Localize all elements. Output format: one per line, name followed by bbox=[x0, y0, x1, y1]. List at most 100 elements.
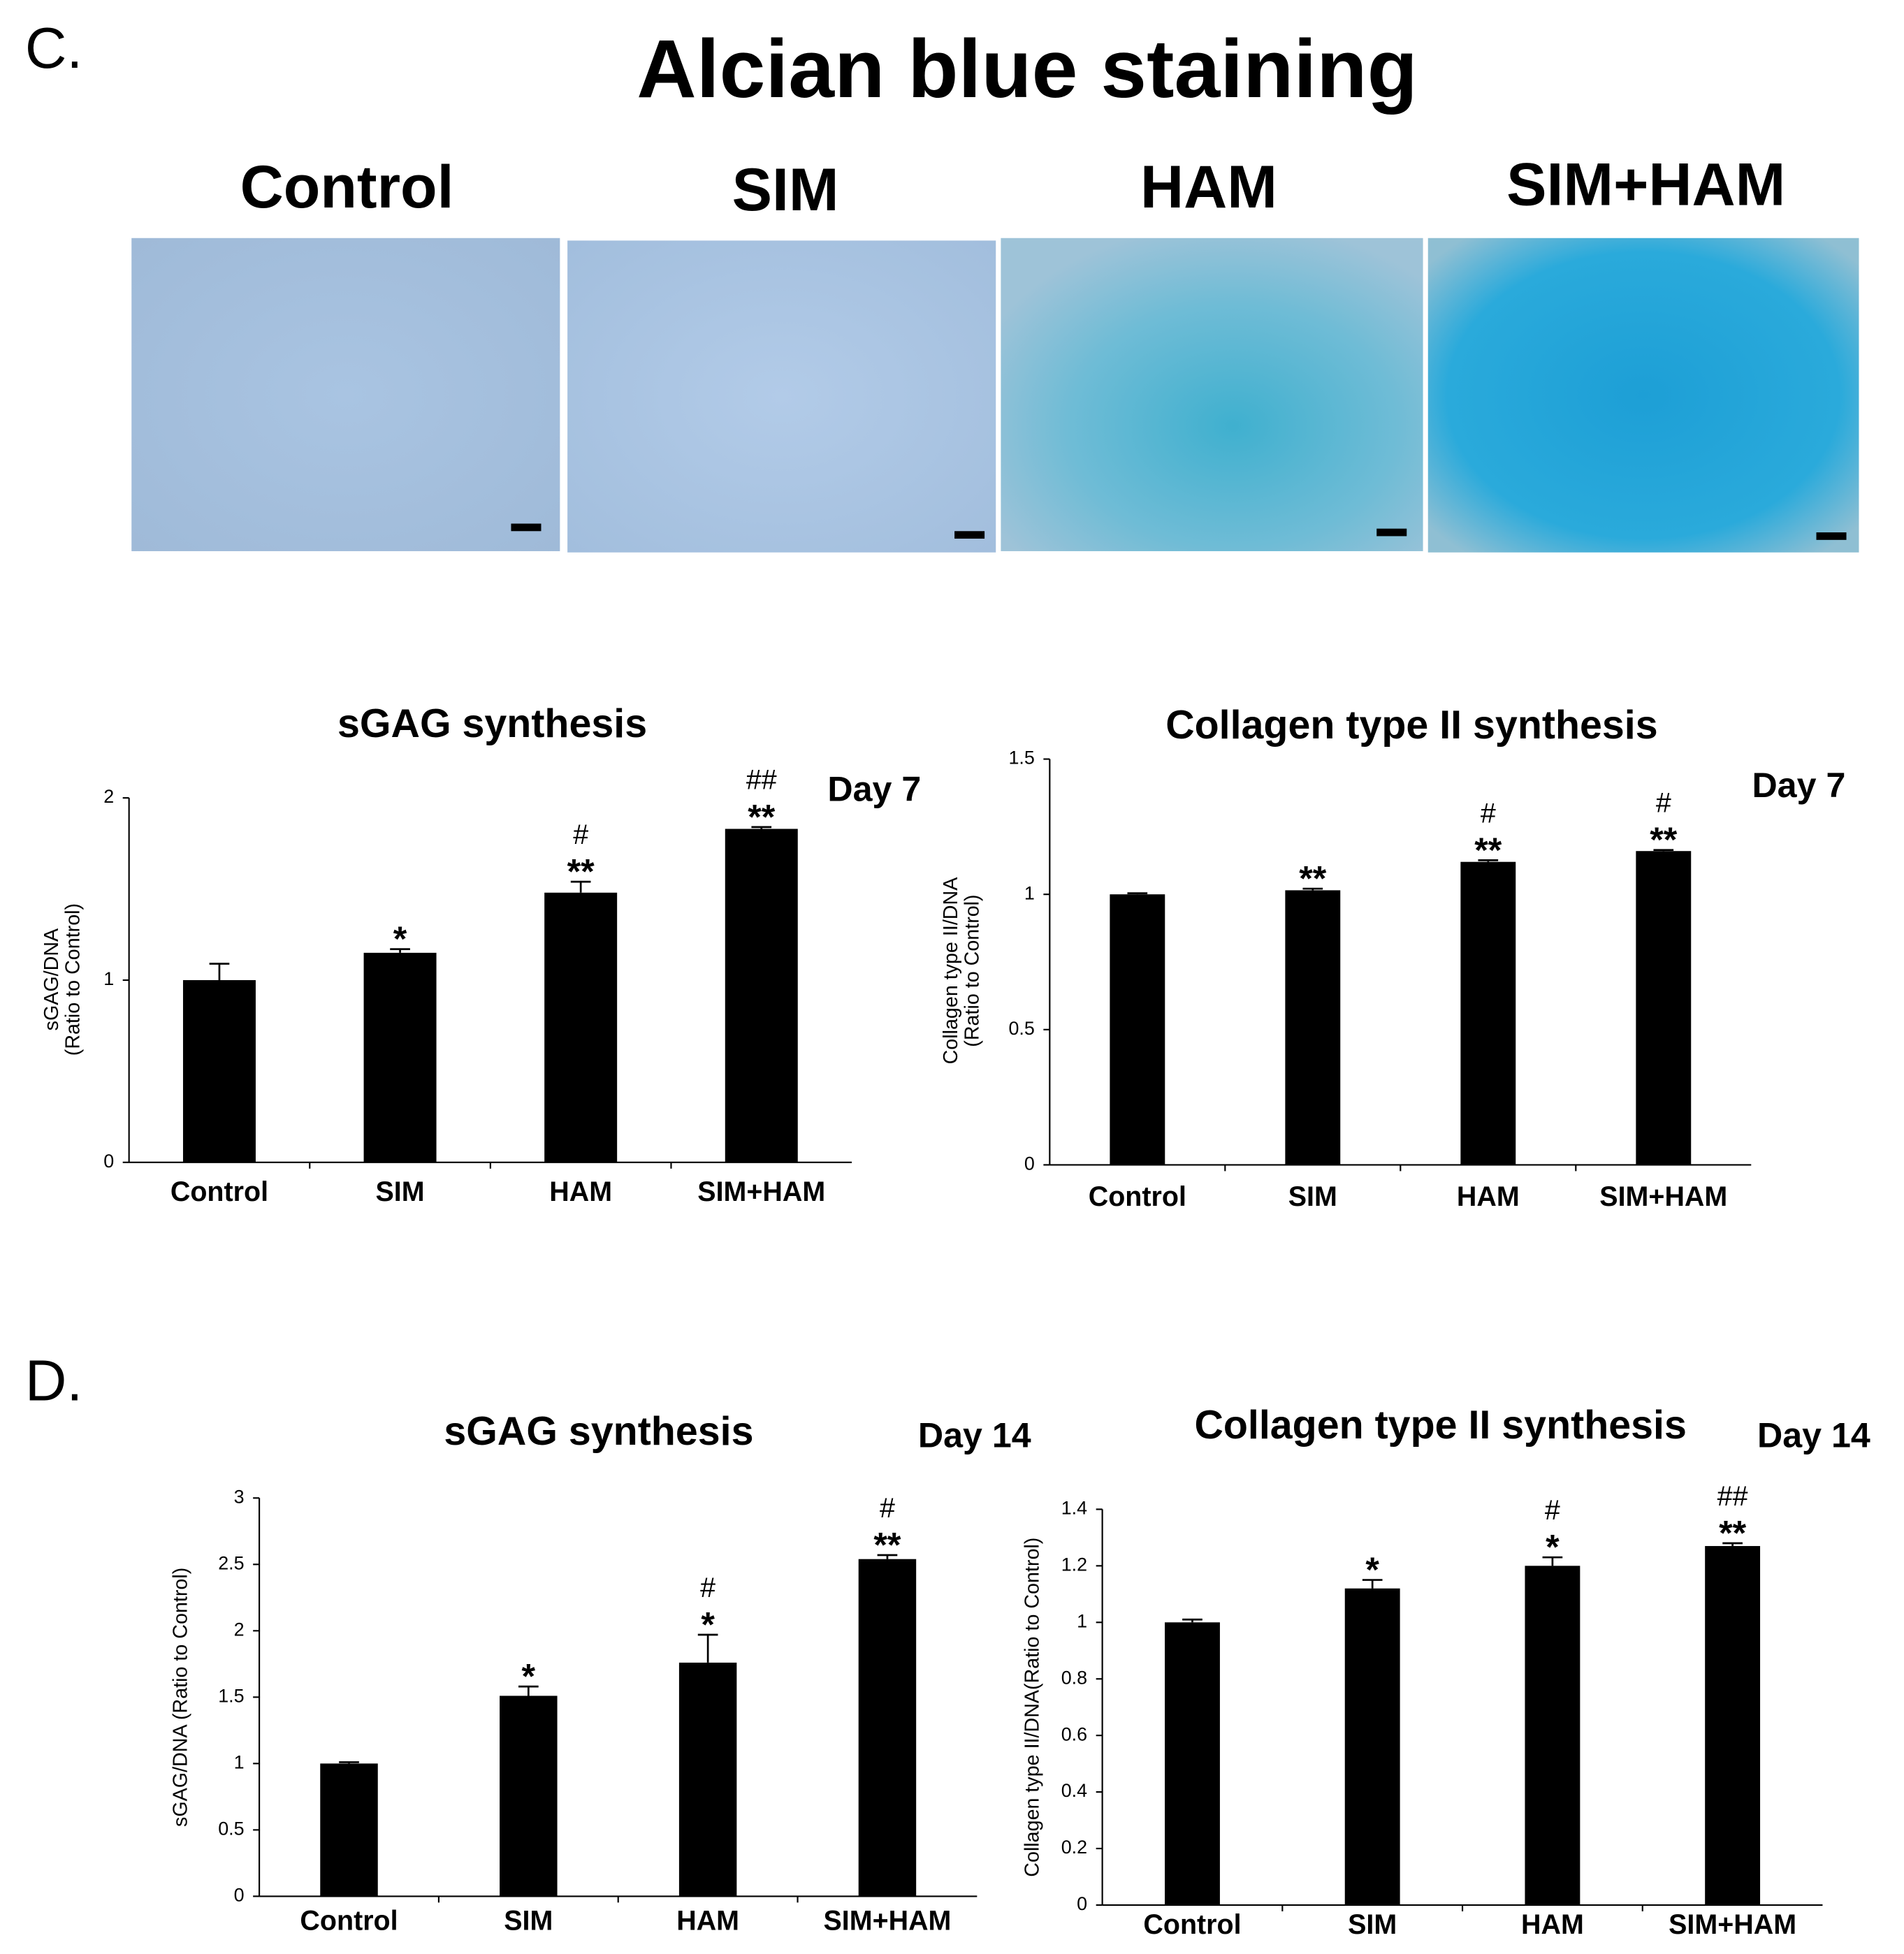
x-tick-label: SIM bbox=[1348, 1909, 1397, 1940]
scale-bar bbox=[1376, 528, 1407, 537]
y-tick-label: 2 bbox=[103, 786, 114, 807]
significance-label: ## bbox=[1717, 1481, 1748, 1512]
bar bbox=[544, 892, 618, 1162]
error-bar bbox=[1722, 1542, 1743, 1547]
day-label: Day 14 bbox=[1757, 1416, 1870, 1455]
chart-title: sGAG synthesis bbox=[337, 701, 647, 746]
error-bar bbox=[1362, 1579, 1383, 1589]
y-tick-label: 0 bbox=[103, 1151, 114, 1172]
y-tick-label: 2 bbox=[234, 1619, 245, 1640]
y-tick-label: 1.5 bbox=[1008, 748, 1034, 768]
error-bar bbox=[1653, 849, 1674, 852]
y-tick-label: 1.5 bbox=[218, 1685, 244, 1706]
panel-label: C. bbox=[25, 16, 82, 80]
x-tick-label: SIM+HAM bbox=[823, 1905, 951, 1936]
bar bbox=[1705, 1546, 1761, 1905]
y-tick-label: 0.8 bbox=[1061, 1667, 1087, 1688]
y-tick-label: 1.4 bbox=[1061, 1498, 1087, 1519]
bar bbox=[182, 979, 256, 1162]
day-label: Day 7 bbox=[827, 769, 921, 808]
x-tick-label: Control bbox=[170, 1176, 268, 1207]
significance-label: # bbox=[880, 1493, 895, 1524]
significance-label: * bbox=[522, 1657, 536, 1696]
error-bar bbox=[751, 826, 772, 829]
bar bbox=[1525, 1566, 1580, 1905]
error-bar bbox=[697, 1633, 718, 1663]
bar bbox=[363, 952, 437, 1162]
scale-bar bbox=[1816, 532, 1847, 540]
error-bar bbox=[1302, 887, 1323, 891]
image-label: SIM bbox=[732, 156, 839, 224]
y-axis-label: sGAG/DNA bbox=[41, 928, 63, 1030]
panel-label: D. bbox=[25, 1349, 82, 1413]
significance-label: * bbox=[1365, 1550, 1379, 1589]
x-tick-label: HAM bbox=[676, 1905, 739, 1936]
chart-title: Collagen type II synthesis bbox=[1165, 703, 1657, 748]
y-tick-label: 0 bbox=[1024, 1153, 1035, 1174]
y-axis-label: Collagen type II/DNA(Ratio to Control) bbox=[1022, 1538, 1044, 1877]
y-axis-label: (Ratio to Control) bbox=[961, 894, 984, 1047]
error-bar bbox=[1127, 892, 1148, 895]
significance-label: * bbox=[701, 1605, 715, 1645]
micrograph bbox=[567, 240, 996, 553]
chart-title: Collagen type II synthesis bbox=[1194, 1403, 1686, 1448]
y-axis-label: sGAG/DNA (Ratio to Control) bbox=[170, 1568, 192, 1827]
y-tick-label: 0.6 bbox=[1061, 1723, 1087, 1744]
y-tick-label: 0.5 bbox=[218, 1818, 244, 1839]
x-tick-label: SIM bbox=[1288, 1181, 1337, 1212]
day-label: Day 14 bbox=[918, 1416, 1031, 1455]
error-bar bbox=[570, 880, 591, 893]
y-axis-label: (Ratio to Control) bbox=[61, 903, 84, 1056]
image-label: Control bbox=[240, 154, 454, 221]
x-tick-label: SIM+HAM bbox=[697, 1176, 825, 1207]
y-tick-label: 1 bbox=[1077, 1610, 1087, 1631]
x-tick-label: HAM bbox=[549, 1176, 612, 1207]
significance-label: ** bbox=[748, 797, 776, 836]
x-tick-label: Control bbox=[300, 1905, 398, 1936]
significance-label: # bbox=[1545, 1495, 1560, 1526]
x-tick-label: SIM+HAM bbox=[1669, 1909, 1796, 1940]
significance-label: ** bbox=[1650, 820, 1678, 859]
y-tick-label: 0 bbox=[1077, 1893, 1087, 1914]
error-bar bbox=[339, 1761, 359, 1764]
error-bar bbox=[1478, 859, 1499, 862]
x-tick-label: Control bbox=[1143, 1909, 1241, 1940]
significance-label: # bbox=[1481, 798, 1496, 829]
bar bbox=[1165, 1622, 1220, 1905]
y-axis-label: Collagen type II/DNA bbox=[940, 877, 962, 1065]
y-tick-label: 3 bbox=[234, 1486, 245, 1507]
image-label: HAM bbox=[1140, 154, 1277, 221]
significance-label: ** bbox=[1474, 831, 1502, 870]
bar bbox=[1636, 851, 1692, 1165]
significance-label: # bbox=[700, 1573, 715, 1603]
figure-title: Alcian blue staining bbox=[637, 23, 1418, 115]
x-tick-label: SIM bbox=[376, 1176, 425, 1207]
error-bar bbox=[518, 1685, 539, 1696]
image-label: SIM+HAM bbox=[1506, 152, 1785, 219]
bar bbox=[678, 1662, 737, 1897]
error-bar bbox=[877, 1554, 898, 1559]
y-tick-label: 1 bbox=[234, 1751, 245, 1772]
bar bbox=[1460, 861, 1516, 1165]
bar bbox=[1110, 894, 1165, 1165]
error-bar bbox=[390, 948, 410, 953]
scale-bar bbox=[954, 531, 985, 539]
error-bar bbox=[1182, 1618, 1202, 1623]
micrograph bbox=[131, 238, 560, 551]
significance-label: * bbox=[1546, 1528, 1560, 1567]
y-tick-label: 0.2 bbox=[1061, 1837, 1087, 1858]
bar bbox=[858, 1559, 917, 1897]
x-tick-label: HAM bbox=[1457, 1181, 1520, 1212]
error-bar bbox=[209, 963, 230, 980]
y-tick-label: 0.5 bbox=[1008, 1018, 1034, 1039]
bar bbox=[500, 1696, 558, 1897]
y-tick-label: 2.5 bbox=[218, 1552, 244, 1573]
significance-label: ** bbox=[1299, 859, 1327, 898]
y-tick-label: 0 bbox=[234, 1884, 245, 1905]
micrograph bbox=[1427, 238, 1859, 553]
x-tick-label: SIM bbox=[504, 1905, 553, 1936]
bar bbox=[725, 829, 798, 1162]
y-tick-label: 1 bbox=[103, 968, 114, 989]
y-tick-label: 0.4 bbox=[1061, 1780, 1087, 1801]
